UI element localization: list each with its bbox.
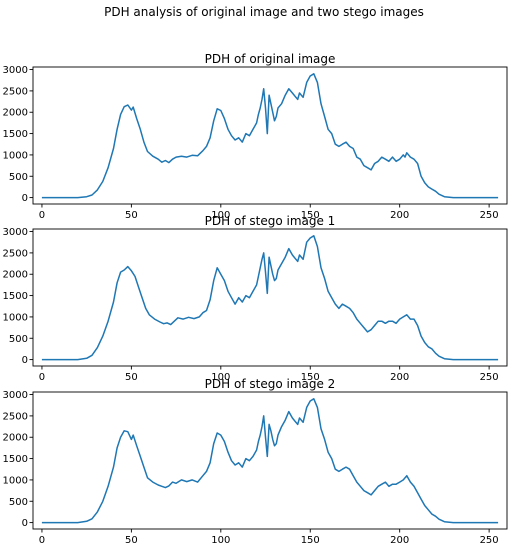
subplot-2-xtick-label: 150 <box>301 372 320 383</box>
subplot-3-xtick-label: 200 <box>390 535 409 546</box>
subplot-1-xtick-label: 150 <box>301 210 320 221</box>
subplot-3-xtick-label: 150 <box>301 535 320 546</box>
subplot-1-ytick-label: 2000 <box>3 108 28 119</box>
subplot-3-title: PDH of stego image 2 <box>205 377 336 391</box>
figure-suptitle: PDH analysis of original image and two s… <box>104 5 424 19</box>
subplot-1-xtick-label: 0 <box>39 210 45 221</box>
subplot-3-histogram-line <box>41 398 499 524</box>
subplot-2-histogram-line <box>41 235 499 361</box>
subplot-2-ytick-label: 0 <box>22 355 28 366</box>
subplot-2-xtick-label: 0 <box>39 372 45 383</box>
subplot-1-ytick-label: 500 <box>9 172 28 183</box>
subplot-1-ytick-label: 0 <box>22 193 28 204</box>
subplot-1-ytick-label: 1000 <box>3 150 28 161</box>
subplot-3-frame <box>32 391 508 530</box>
subplot-1-ytick-label: 1500 <box>3 129 28 140</box>
subplot-1-xtick-label: 200 <box>390 210 409 221</box>
subplot-2-ytick-label: 3000 <box>3 227 28 238</box>
subplot-1-xtick-label: 250 <box>480 210 499 221</box>
subplot-1-ytick-label: 2500 <box>3 86 28 97</box>
subplot-2-xtick-label: 200 <box>390 372 409 383</box>
subplot-1-ytick-label: 3000 <box>3 65 28 76</box>
subplot-3-xtick-label: 0 <box>39 535 45 546</box>
subplot-1: PDH of original image 0 50 100 150 200 250050… <box>3 52 508 221</box>
subplot-3-ytick-label: 3000 <box>3 390 28 401</box>
subplot-2-xtick-label: 250 <box>480 372 499 383</box>
subplot-3-ytick-label: 500 <box>9 497 28 508</box>
subplot-3-ytick-label: 1500 <box>3 454 28 465</box>
subplot-3-ytick-label: 0 <box>22 518 28 529</box>
subplot-1-histogram-line <box>41 73 499 199</box>
subplot-2-ytick-label: 500 <box>9 334 28 345</box>
subplot-3-xtick-label: 100 <box>211 535 230 546</box>
subplot-3-xtick-label: 50 <box>125 535 138 546</box>
subplot-2-ytick-label: 1000 <box>3 312 28 323</box>
subplot-2-frame <box>32 228 508 367</box>
subplot-3-ytick-label: 2500 <box>3 411 28 422</box>
subplot-2-xtick-label: 100 <box>211 372 230 383</box>
subplot-2-title: PDH of stego image 1 <box>205 214 336 228</box>
subplot-2-ytick-label: 2500 <box>3 248 28 259</box>
subplot-2-xtick-label: 50 <box>125 372 138 383</box>
subplot-3: PDH of stego image 2 0 50 100 150 200 2500500… <box>3 377 508 546</box>
subplot-1-title: PDH of original image <box>205 52 336 66</box>
subplot-1-xtick-label: 100 <box>211 210 230 221</box>
subplot-3-ytick-label: 2000 <box>3 433 28 444</box>
subplot-2-ytick-label: 2000 <box>3 270 28 281</box>
subplot-2: PDH of stego image 1 0 50 100 150 200 2500500… <box>3 214 508 383</box>
subplot-1-xtick-label: 50 <box>125 210 138 221</box>
subplot-1-frame <box>32 66 508 205</box>
subplot-2-ytick-label: 1500 <box>3 291 28 302</box>
subplot-3-ytick-label: 1000 <box>3 475 28 486</box>
subplot-3-xtick-label: 250 <box>480 535 499 546</box>
